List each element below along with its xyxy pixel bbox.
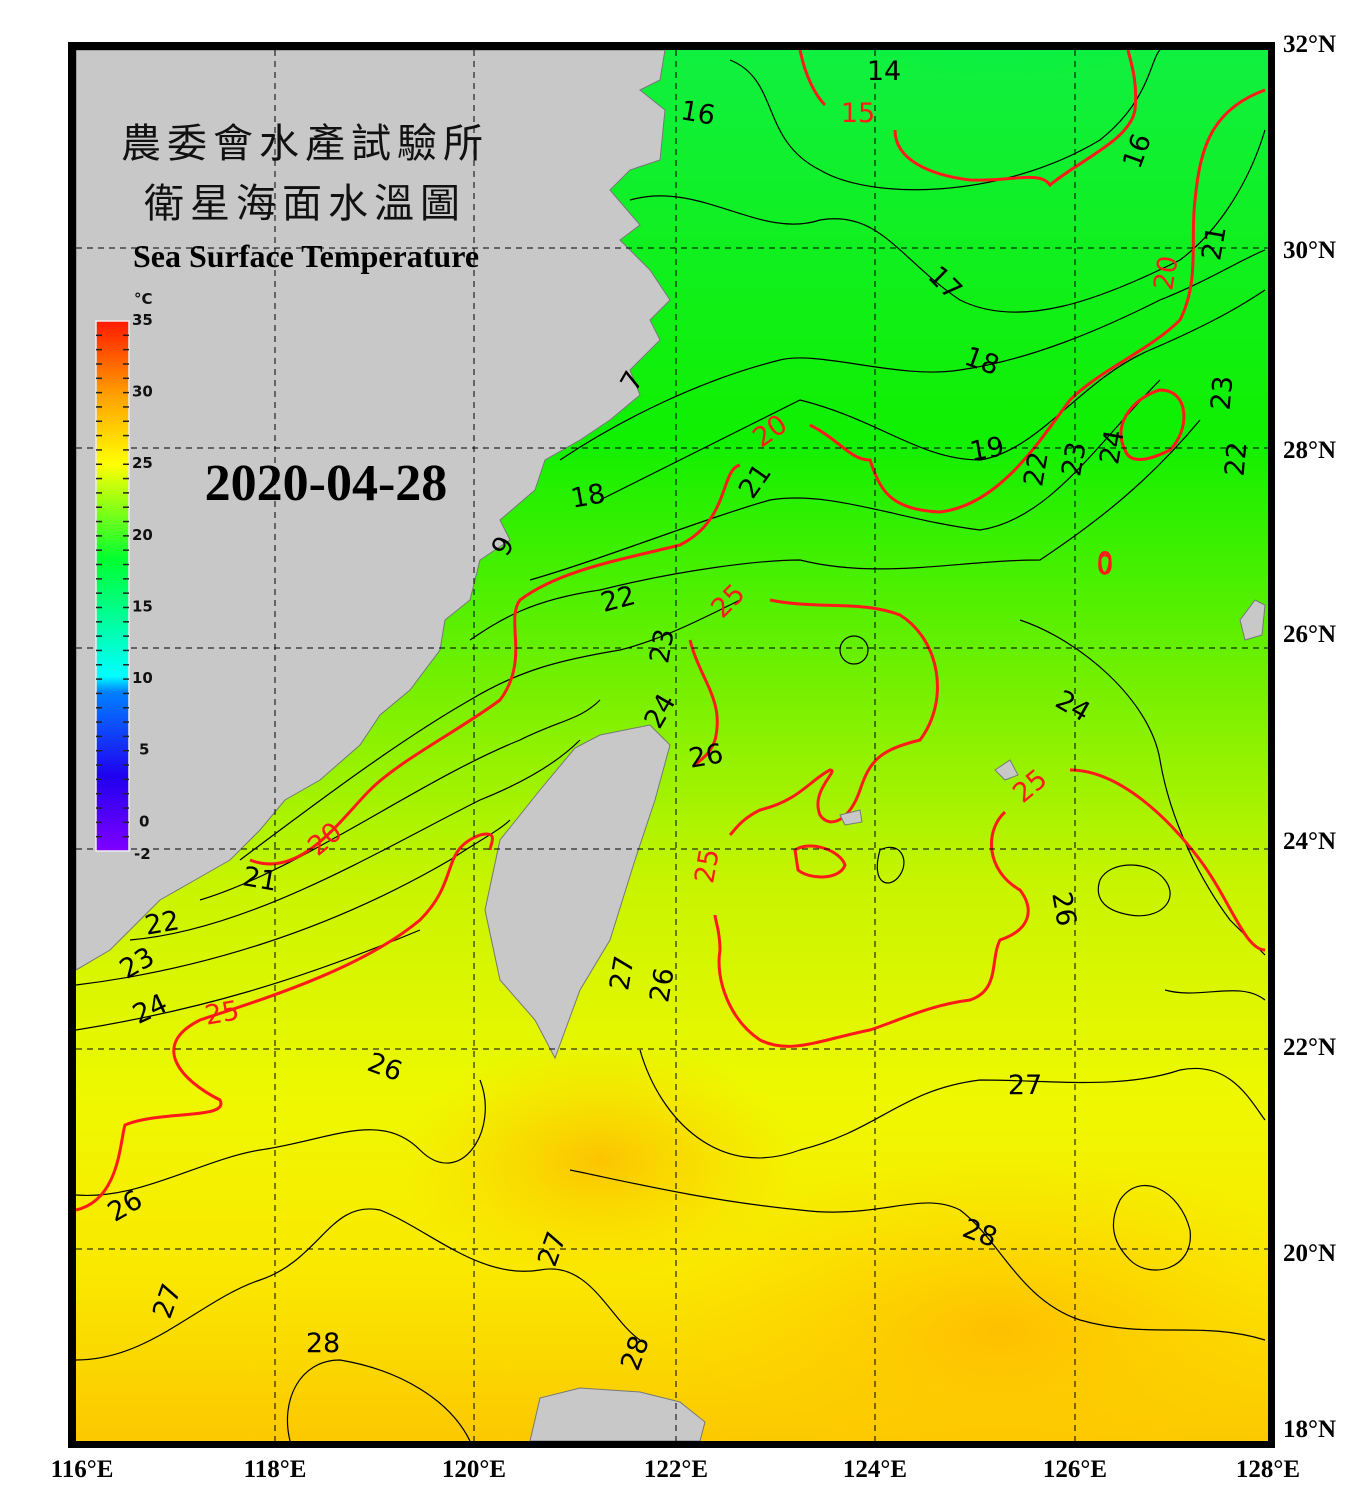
longitude-label: 120°E <box>442 1456 506 1483</box>
map-date: 2020-04-28 <box>205 455 448 512</box>
contour-label: 26 <box>644 965 680 1004</box>
title-english: Sea Surface Temperature <box>133 238 479 274</box>
latitude-label: 20°N <box>1283 1240 1336 1267</box>
colorbar-label: 20 <box>132 526 153 544</box>
colorbar: °C 35 30 25 20 15 10 5 0 -2 <box>95 290 153 863</box>
contour-label: 23 <box>644 626 680 665</box>
longitude-label: 118°E <box>244 1456 307 1483</box>
contour-label: 19 <box>967 431 1006 467</box>
contour-label: 0 <box>1096 550 1113 581</box>
major-isotherms <box>76 50 1266 1212</box>
contour-label: 14 <box>867 56 901 87</box>
latitude-label: 22°N <box>1283 1034 1336 1061</box>
contour-label: 21 <box>240 861 279 897</box>
ryukyu-islands <box>839 599 1266 826</box>
colorbar-label: 15 <box>132 597 153 615</box>
colorbar-label: 5 <box>139 741 149 759</box>
contour-label: 20 <box>1148 253 1184 292</box>
latitude-label: 24°N <box>1283 828 1336 855</box>
colorbar-label: 25 <box>132 454 153 472</box>
contour-label: 25 <box>689 846 725 885</box>
cold-water-region <box>740 50 1260 220</box>
taiwan-island <box>484 724 671 1060</box>
contour-label: 27 <box>1008 1070 1042 1101</box>
longitude-label: 124°E <box>843 1456 907 1483</box>
latitude-label: 18°N <box>1283 1416 1336 1443</box>
longitude-label: 116°E <box>51 1456 114 1483</box>
graticule <box>76 50 1268 1441</box>
colorbar-label: 0 <box>139 812 149 830</box>
colorbar-unit: °C <box>134 290 153 308</box>
isotherms <box>76 50 1266 1441</box>
contour-label: 27 <box>604 953 640 992</box>
luzon-island <box>529 1387 706 1441</box>
contour-label: 23 <box>1056 439 1092 478</box>
title-chinese-line1: 農委會水產試驗所 <box>121 121 489 167</box>
colorbar-label: 10 <box>132 669 153 687</box>
latitude-labels: 32°N 30°N 28°N 26°N 24°N 22°N 20°N 18°N <box>1283 31 1336 1443</box>
contour-label: 22 <box>1220 441 1254 478</box>
latitude-label: 32°N <box>1283 31 1336 58</box>
contour-label: 15 <box>841 98 875 129</box>
contour-label: 22 <box>1018 449 1054 488</box>
contour-label: 26 <box>686 738 725 774</box>
warm-water-region <box>400 1040 800 1280</box>
colorbar-label: 35 <box>132 311 153 329</box>
latitude-label: 28°N <box>1283 437 1336 464</box>
contour-label: 25 <box>202 995 241 1031</box>
contour-label: 16 <box>678 95 717 131</box>
colorbar-scale <box>95 320 130 852</box>
contour-label: 18 <box>568 478 607 514</box>
china-mainland <box>76 50 671 971</box>
longitude-label: 122°E <box>644 1456 708 1483</box>
contour-label: 21 <box>1196 223 1232 262</box>
longitude-labels: 116°E 118°E 120°E 122°E 124°E 126°E 128°E <box>51 1456 1300 1483</box>
contour-label: 24 <box>1094 427 1130 466</box>
title-chinese-line2: 衛星海面水溫圖 <box>144 181 466 227</box>
land <box>76 50 1266 1441</box>
latitude-label: 26°N <box>1283 621 1336 648</box>
longitude-label: 126°E <box>1043 1456 1107 1483</box>
latitude-label: 30°N <box>1283 237 1336 264</box>
contour-label: 23 <box>1206 375 1240 412</box>
contour-label: 28 <box>306 1328 340 1359</box>
colorbar-label: -2 <box>134 845 151 863</box>
contour-label: 22 <box>142 905 181 941</box>
contour-label: 26 <box>1045 889 1081 928</box>
longitude-label: 128°E <box>1236 1456 1300 1483</box>
colorbar-label: 30 <box>132 383 153 401</box>
